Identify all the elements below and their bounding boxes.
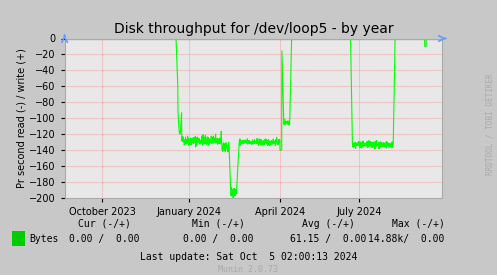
Text: Min (-/+): Min (-/+): [192, 219, 245, 229]
Text: 0.00 /  0.00: 0.00 / 0.00: [69, 234, 140, 244]
Y-axis label: Pr second read (-) / write (+): Pr second read (-) / write (+): [16, 48, 26, 188]
Text: Last update: Sat Oct  5 02:00:13 2024: Last update: Sat Oct 5 02:00:13 2024: [140, 252, 357, 262]
Title: Disk throughput for /dev/loop5 - by year: Disk throughput for /dev/loop5 - by year: [114, 22, 393, 36]
Text: RRDTOOL / TOBI OETIKER: RRDTOOL / TOBI OETIKER: [486, 73, 495, 175]
Text: 61.15 /  0.00: 61.15 / 0.00: [290, 234, 366, 244]
Text: Munin 2.0.73: Munin 2.0.73: [219, 265, 278, 274]
Text: 0.00 /  0.00: 0.00 / 0.00: [183, 234, 254, 244]
Text: Avg (-/+): Avg (-/+): [302, 219, 354, 229]
Text: Max (-/+): Max (-/+): [392, 219, 445, 229]
Text: Bytes: Bytes: [29, 234, 58, 244]
Text: 14.88k/  0.00: 14.88k/ 0.00: [368, 234, 445, 244]
Text: Cur (-/+): Cur (-/+): [78, 219, 131, 229]
